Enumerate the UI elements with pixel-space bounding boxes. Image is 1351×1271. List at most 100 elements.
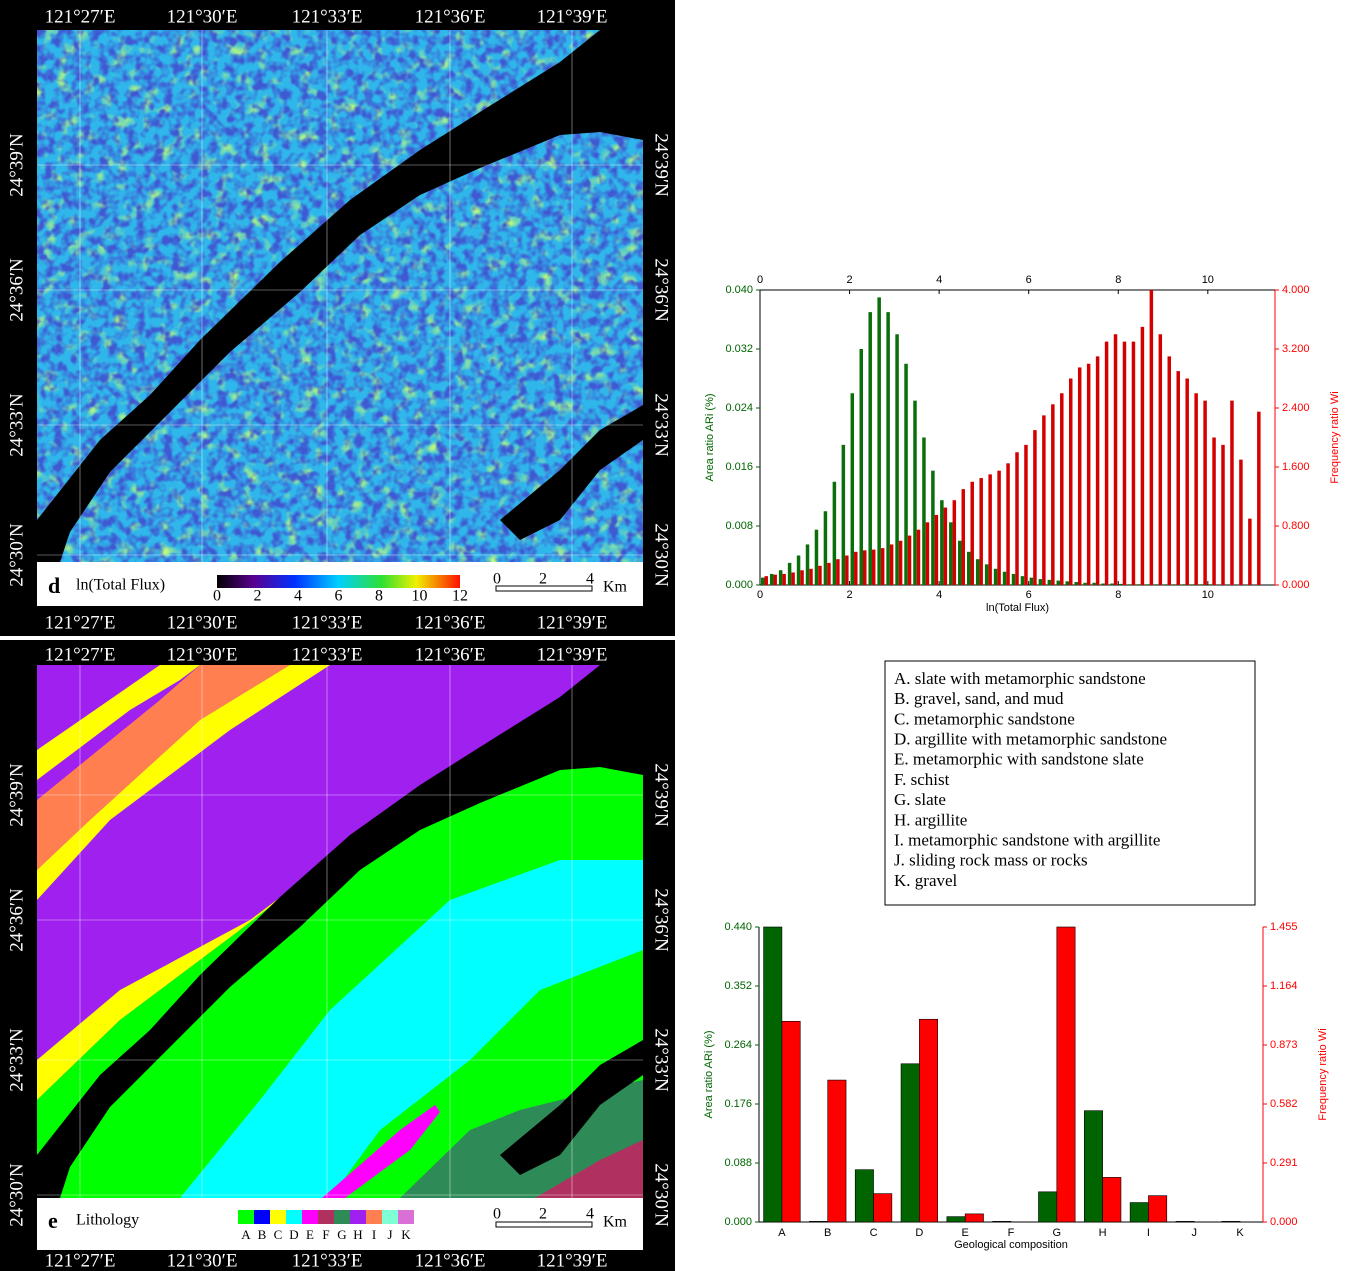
scale-label: 4: [586, 1206, 594, 1223]
bar: [815, 530, 818, 585]
latitude-label: 24°30′N: [651, 523, 672, 587]
y-tick-label: 0.000: [1282, 579, 1310, 591]
top-tick-label: 6: [1026, 274, 1032, 286]
bar: [1191, 584, 1194, 585]
scale-label: 0: [493, 1206, 501, 1223]
bar: [782, 574, 785, 585]
y-tick-label: 0.024: [725, 402, 753, 414]
latitude-label: 24°36′N: [6, 888, 27, 952]
bar: [788, 563, 791, 585]
bar: [764, 927, 782, 1222]
y-tick-label: 0.016: [725, 461, 753, 473]
scale-label: Km: [603, 1214, 628, 1231]
bar: [809, 1221, 827, 1222]
y-tick-label: 1.164: [1270, 980, 1298, 992]
panel-letter: d: [48, 573, 60, 598]
top-tick-label: 10: [1202, 274, 1214, 286]
bar: [1150, 290, 1153, 585]
unit-label: A: [241, 1227, 251, 1242]
scale-label: 0: [493, 571, 501, 588]
y-tick-label: 1.455: [1270, 921, 1298, 933]
bar: [1078, 367, 1081, 585]
y-tick-label: 1.600: [1282, 461, 1310, 473]
bar: [953, 500, 956, 585]
x-tick-label: 8: [1115, 589, 1121, 601]
bar: [926, 522, 929, 585]
legend-entry: C. metamorphic sandstone: [894, 709, 1075, 728]
x-tick-label: 2: [847, 589, 853, 601]
bar: [1123, 342, 1126, 585]
y-tick-label: 0.264: [724, 1039, 752, 1051]
colorbar-tick-label: 8: [375, 588, 383, 605]
bar: [836, 559, 839, 585]
top-tick-label: 4: [936, 274, 942, 286]
x-tick-label: I: [1147, 1227, 1150, 1239]
bar: [1185, 379, 1188, 586]
y-tick-label: 0.800: [1282, 520, 1310, 532]
latitude-label: 24°30′N: [651, 1163, 672, 1227]
bar: [1159, 334, 1162, 585]
x-axis-label: Geological composition: [954, 1239, 1068, 1251]
colorbar-tick-label: 0: [213, 588, 221, 605]
y-tick-label: 0.000: [725, 579, 753, 591]
y2-axis-label: Frequency ratio Wi: [1317, 1028, 1329, 1120]
bar: [761, 578, 764, 585]
scale-label: Km: [603, 579, 628, 596]
bar: [1003, 572, 1006, 585]
unit-swatch: [382, 1210, 398, 1224]
longitude-label: 121°36′E: [415, 612, 486, 633]
bar: [828, 1080, 846, 1222]
y-tick-label: 0.176: [724, 1098, 752, 1110]
top-tick-label: 8: [1115, 274, 1121, 286]
bar: [965, 1214, 983, 1222]
bar: [782, 1021, 800, 1222]
bar: [1128, 584, 1131, 585]
latitude-label: 24°39′N: [6, 763, 27, 827]
bar: [1057, 927, 1075, 1222]
longitude-label: 121°27′E: [45, 6, 116, 27]
longitude-label: 121°36′E: [415, 644, 486, 665]
bar: [1164, 584, 1167, 585]
bar: [1222, 1221, 1240, 1222]
bar: [1015, 452, 1018, 585]
bar: [1176, 371, 1179, 585]
bar: [1194, 393, 1197, 585]
bar: [874, 1194, 892, 1222]
y2-axis-label: Frequency ratio Wi: [1329, 391, 1341, 483]
bar: [872, 550, 875, 585]
bar: [904, 364, 907, 585]
bar: [1146, 584, 1149, 585]
bar: [1030, 578, 1033, 585]
bar: [1168, 356, 1171, 585]
longitude-label: 121°39′E: [537, 644, 608, 665]
bar: [1173, 584, 1176, 585]
bar: [1148, 1196, 1166, 1222]
bar: [1176, 1221, 1194, 1222]
bar: [1239, 460, 1242, 585]
bar: [993, 1221, 1011, 1222]
bar: [855, 1170, 873, 1222]
bar: [997, 471, 1000, 585]
bar: [1248, 519, 1251, 585]
y-tick-label: 0.008: [725, 520, 753, 532]
x-tick-label: G: [1053, 1227, 1062, 1239]
bar: [1060, 393, 1063, 585]
figure: 121°27′E121°27′E121°30′E121°30′E121°33′E…: [0, 0, 1351, 1271]
longitude-label: 121°33′E: [292, 612, 363, 633]
bar: [854, 552, 857, 585]
bar: [845, 556, 848, 586]
top-tick-label: 0: [757, 274, 763, 286]
colorbar-tick-label: 2: [254, 588, 262, 605]
top-tick-label: 2: [847, 274, 853, 286]
y-tick-label: 0.440: [724, 921, 752, 933]
unit-swatch: [398, 1210, 414, 1224]
unit-label: C: [274, 1227, 283, 1242]
bar: [797, 556, 800, 586]
unit-label: K: [401, 1227, 411, 1242]
bar: [1114, 334, 1117, 585]
y-tick-label: 3.200: [1282, 343, 1310, 355]
longitude-label: 121°27′E: [45, 1250, 116, 1271]
legend-entry: F. schist: [894, 770, 950, 789]
bar: [779, 570, 782, 585]
bar: [833, 482, 836, 585]
